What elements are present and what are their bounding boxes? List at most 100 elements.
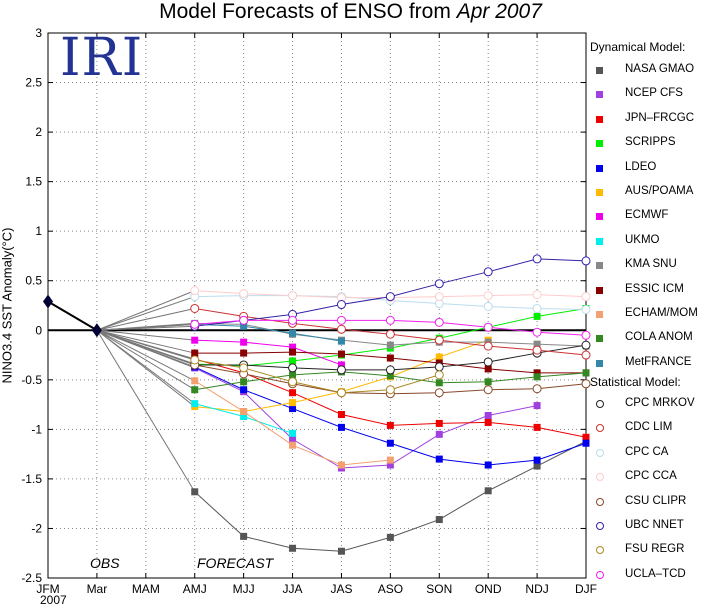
data-point — [483, 357, 493, 367]
legend-item: NCEP CFS — [596, 86, 701, 104]
data-point — [386, 354, 394, 362]
legend-label: UCLA–TCD — [625, 567, 686, 580]
data-point — [532, 254, 542, 264]
forecast-connector — [96, 329, 195, 361]
data-point — [483, 301, 493, 311]
data-point — [289, 329, 297, 337]
data-point — [484, 365, 492, 373]
observed-point — [43, 294, 53, 309]
legend-item: MetFRANCE — [596, 355, 701, 373]
legend-square-marker — [596, 335, 603, 343]
legend-item: ESSIC ICM — [596, 282, 701, 300]
legend-label: MetFRANCE — [625, 355, 692, 368]
legend-label: CDC LIM — [625, 421, 673, 434]
data-point — [191, 377, 199, 385]
data-point — [240, 532, 248, 540]
legend-item: UCLA–TCD — [596, 567, 701, 585]
data-point — [581, 350, 591, 360]
data-point — [533, 373, 541, 381]
y-tick-label: -0.5 — [21, 373, 42, 387]
y-axis-label-text: NINO3.4 SST Anomaly(°C) — [0, 227, 15, 384]
data-point — [289, 399, 297, 407]
data-point — [289, 435, 297, 443]
y-axis-label: NINO3.4 SST Anomaly(°C) — [0, 181, 15, 431]
x-tick-label: SON — [426, 582, 452, 596]
y-tick-label: 2 — [35, 125, 42, 139]
legend-item: CPC MRKOV — [596, 396, 701, 414]
data-point — [483, 385, 493, 395]
data-point — [385, 292, 395, 302]
data-point — [191, 349, 199, 357]
data-point — [484, 461, 492, 469]
legend-dynamical-heading: Dynamical Model: — [590, 40, 686, 54]
legend-item: CPC CCA — [596, 469, 701, 487]
legend-square-marker — [596, 140, 603, 148]
x-tick-label: Mar — [87, 582, 108, 596]
data-point — [386, 533, 394, 541]
y-tick-label: -1 — [31, 422, 42, 436]
legend-item: ECMWF — [596, 208, 701, 226]
iri-logo: IRI — [60, 28, 144, 88]
legend-circle-marker — [596, 424, 604, 433]
legend-square-marker — [596, 262, 603, 270]
legend-square-marker — [596, 311, 603, 318]
forecast-connector — [96, 323, 195, 331]
legend-square-marker — [596, 115, 603, 123]
legend-item: UKMO — [596, 233, 701, 251]
data-point — [483, 267, 493, 277]
legend-label: ESSIC ICM — [625, 282, 684, 295]
legend-item: CSU CLIPR — [596, 494, 701, 512]
data-point — [288, 363, 298, 373]
data-point — [191, 336, 199, 344]
data-point — [337, 361, 345, 369]
forecast-connector — [96, 307, 195, 331]
forecast-connector — [96, 329, 195, 341]
observed-point — [91, 323, 102, 338]
x-tick-label: JJA — [283, 582, 303, 596]
data-point — [191, 386, 199, 394]
x-tick-label: AMJ — [183, 582, 207, 596]
data-point — [484, 487, 492, 495]
data-point — [337, 337, 345, 345]
y-tick-label: 0.5 — [25, 274, 42, 288]
data-point — [581, 379, 591, 389]
observed-line — [47, 300, 98, 332]
y-tick-label: -2 — [31, 521, 42, 535]
x-tick-label: JAS — [330, 582, 352, 596]
data-point — [386, 341, 394, 349]
legend-label: UKMO — [625, 233, 660, 246]
data-point — [533, 402, 541, 410]
data-point — [239, 315, 249, 325]
data-point — [483, 291, 493, 301]
data-point — [289, 405, 297, 413]
data-point — [581, 340, 591, 350]
legend-circle-marker — [596, 448, 604, 457]
legend-item: CPC CA — [596, 445, 701, 463]
data-point — [483, 322, 493, 332]
legend-circle-marker — [596, 546, 604, 555]
legend-label: CPC CA — [625, 445, 669, 458]
data-point — [386, 456, 394, 464]
data-point — [484, 378, 492, 386]
data-point — [582, 439, 590, 447]
legend-item: ECHAM/MOM — [596, 306, 701, 324]
legend-label: JPN–FRCGC — [625, 111, 695, 124]
data-point — [385, 365, 395, 375]
legend-label: NCEP CFS — [625, 87, 683, 100]
legend-item: UBC NNET — [596, 518, 701, 536]
legend-statistical-heading: Statistical Model: — [590, 375, 681, 389]
legend-circle-marker — [596, 497, 604, 506]
legend-circle-marker — [596, 400, 604, 408]
data-point — [190, 286, 200, 296]
y-tick-label: 1 — [35, 224, 42, 238]
legend-item: NASA GMAO — [596, 62, 701, 80]
y-tick-label: 3 — [35, 26, 42, 40]
legend-circle-marker — [596, 473, 604, 482]
year-label: 2007 — [40, 593, 67, 607]
data-point — [336, 315, 346, 325]
forecast-connector — [96, 296, 195, 331]
data-point — [386, 421, 394, 429]
legend-label: FSU REGR — [625, 543, 685, 556]
data-point — [435, 353, 443, 361]
legend-label: ECHAM/MOM — [625, 307, 698, 319]
